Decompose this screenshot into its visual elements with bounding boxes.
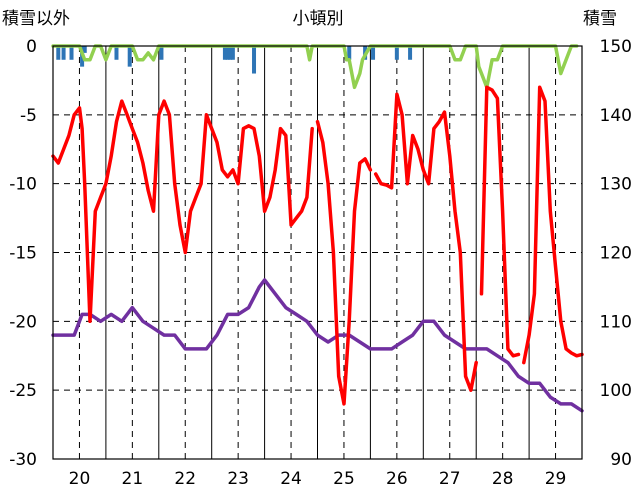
precip-bar	[347, 46, 352, 60]
x-tick-label: 28	[492, 469, 514, 489]
precip-bar	[228, 46, 233, 60]
precip-bar	[222, 46, 227, 60]
precip-bar	[225, 46, 230, 60]
x-tick-label: 25	[333, 469, 355, 489]
y-left-tick-label: 0	[26, 37, 37, 57]
y-left-tick-label: -25	[9, 381, 37, 401]
precip-bar	[56, 46, 61, 60]
x-tick-label: 26	[386, 469, 408, 489]
x-tick-label: 20	[69, 469, 91, 489]
y-right-tick-label: 130	[600, 175, 632, 195]
y-right-tick-label: 90	[610, 450, 632, 470]
chart-title: 小頓別	[293, 9, 344, 29]
y-right-tick-label: 120	[600, 244, 632, 264]
plot-frame	[52, 45, 583, 460]
precip-bar	[371, 46, 376, 60]
precip-bar	[61, 46, 66, 60]
precip-bar	[159, 46, 164, 60]
precip-bar	[394, 46, 399, 60]
x-tick-label: 29	[545, 469, 567, 489]
x-tick-label: 22	[174, 469, 196, 489]
y-right-tick-label: 140	[600, 106, 632, 126]
y-left-tick-label: -15	[9, 244, 37, 264]
x-tick-label: 23	[227, 469, 249, 489]
y-left-tick-label: -20	[9, 312, 37, 332]
x-tick-label: 27	[439, 469, 461, 489]
y-right-tick-label: 110	[600, 312, 632, 332]
precip-bar	[69, 46, 74, 60]
y-right-tick-label: 150	[600, 37, 632, 57]
precip-bar	[114, 46, 119, 60]
x-tick-label: 21	[122, 469, 144, 489]
x-tick-label: 24	[280, 469, 302, 489]
axis-layer: 0 -5 -10 -15 -20 -25 -30 150 140 130 120 110 100 90 20…	[9, 37, 632, 489]
y-left-tick-label: -5	[20, 106, 37, 126]
precip-bar	[408, 46, 413, 60]
snow-depth-line	[51, 278, 584, 413]
precip-bar	[127, 46, 132, 67]
y-right-tick-label: 100	[600, 381, 632, 401]
precip-bar	[230, 46, 235, 60]
y-right-axis-title: 積雪	[583, 9, 617, 29]
y-left-axis-title: 積雪以外	[2, 9, 70, 29]
y-left-tick-label: -10	[9, 175, 37, 195]
temperature-line	[51, 85, 584, 406]
y-left-tick-label: -30	[9, 450, 37, 470]
precip-bar	[252, 46, 257, 74]
precip-bar	[82, 46, 87, 53]
